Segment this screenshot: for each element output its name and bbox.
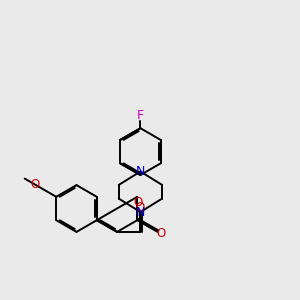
Text: O: O	[30, 178, 39, 191]
Text: N: N	[136, 165, 145, 178]
Text: O: O	[136, 201, 145, 214]
Text: N: N	[136, 206, 145, 218]
Text: O: O	[156, 227, 166, 240]
Text: F: F	[137, 109, 144, 122]
Text: O: O	[134, 196, 143, 209]
